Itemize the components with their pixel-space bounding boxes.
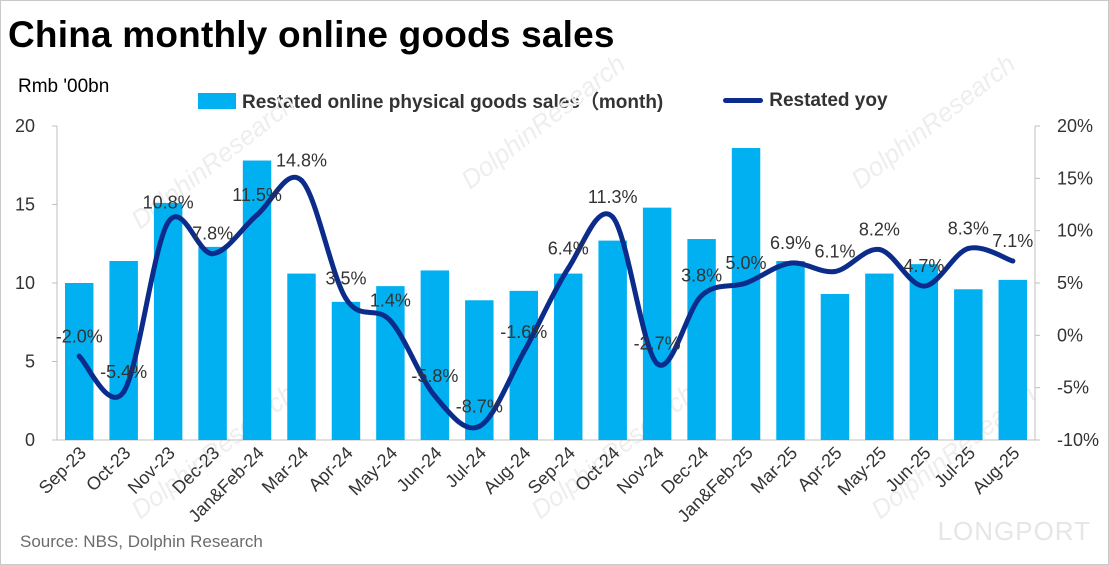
x-tick-label: May-24 (345, 443, 402, 500)
yoy-data-label: -5.4% (100, 362, 147, 382)
legend: Restated online physical goods sales（mon… (198, 87, 948, 114)
yoy-point (876, 247, 882, 253)
yoy-data-label: 11.5% (232, 185, 282, 205)
y-left-tick-label: 0 (25, 430, 35, 450)
yoy-point (699, 293, 705, 299)
yoy-point (165, 219, 171, 225)
yoy-data-label: 6.4% (548, 238, 589, 258)
yoy-point (121, 389, 127, 395)
yoy-data-label: -5.8% (411, 366, 458, 386)
yoy-point (387, 318, 393, 324)
bar (331, 301, 361, 440)
bar (776, 261, 805, 440)
bar (998, 279, 1027, 440)
yoy-point (788, 260, 793, 266)
x-tick-label: Sep-23 (35, 443, 90, 498)
y-left-tick-label: 5 (25, 352, 35, 372)
bar (554, 273, 583, 440)
x-tick-label: Mar-25 (747, 443, 801, 497)
y-right-tick-label: 5% (1057, 273, 1083, 293)
yoy-data-label: 11.3% (588, 187, 638, 207)
legend-item-bar: Restated online physical goods sales（mon… (198, 87, 663, 114)
bar (865, 273, 894, 440)
legend-item-line: Restated yoy (723, 89, 888, 112)
yoy-point (565, 265, 571, 271)
yoy-point (432, 393, 438, 399)
bar (909, 264, 939, 440)
y-right-tick-label: -10% (1057, 430, 1099, 450)
y-right-tick-label: -5% (1057, 378, 1089, 398)
yoy-data-label: 8.3% (948, 218, 989, 238)
y-left-tick-label: 20 (15, 116, 35, 136)
yoy-point (965, 245, 971, 251)
left-axis-unit: Rmb '00bn (18, 76, 110, 97)
yoy-data-label: 7.1% (992, 231, 1033, 251)
bar (109, 261, 138, 440)
yoy-data-label: -1.6% (500, 322, 547, 342)
yoy-point (743, 280, 749, 286)
yoy-data-label: 10.8% (143, 192, 194, 212)
watermark-text: DolphinResearch (845, 48, 1021, 194)
bar (198, 246, 227, 440)
yoy-point (1010, 258, 1016, 264)
bar (598, 240, 627, 440)
y-left-tick-label: 10 (15, 273, 35, 293)
yoy-data-label: 7.8% (192, 224, 233, 244)
y-right-tick-label: 10% (1057, 221, 1093, 241)
bar (420, 270, 450, 440)
bar (65, 283, 94, 440)
yoy-point (476, 423, 482, 429)
yoy-data-label: -8.7% (456, 396, 503, 416)
y-right-tick-label: 15% (1057, 168, 1093, 188)
y-left-tick-label: 15 (15, 195, 35, 215)
yoy-data-label: -2.0% (56, 326, 103, 346)
yoy-data-label: 8.2% (859, 220, 900, 240)
bar (509, 290, 538, 440)
bar (687, 239, 716, 440)
bar (954, 289, 983, 440)
bar (820, 293, 850, 440)
yoy-data-label: 3.5% (325, 269, 366, 289)
yoy-point (254, 212, 260, 218)
x-tick-label: Aug-24 (479, 443, 534, 498)
bar (731, 147, 761, 441)
legend-line-label: Restated yoy (769, 89, 888, 111)
legend-bar-swatch (198, 92, 236, 109)
yoy-point (921, 283, 927, 289)
yoy-data-label: 3.8% (681, 266, 722, 286)
source-note: Source: NBS, Dolphin Research (20, 532, 263, 551)
x-tick-label: Mar-24 (258, 443, 312, 497)
x-tick-label: Jun-24 (393, 443, 446, 496)
yoy-point (610, 214, 616, 220)
yoy-data-label: -2.7% (634, 334, 681, 354)
yoy-point (299, 177, 304, 183)
chart-title: China monthly online goods sales (8, 14, 615, 55)
bar (642, 207, 672, 440)
yoy-data-label: 6.1% (814, 241, 855, 261)
bar (287, 273, 316, 440)
watermark-brand: LONGPORT (937, 516, 1091, 546)
yoy-point (832, 268, 838, 274)
yoy-data-label: 5.0% (726, 253, 767, 273)
y-right-tick-label: 20% (1057, 116, 1093, 136)
yoy-data-label: 14.8% (276, 150, 327, 170)
watermark-text: DolphinResearch (125, 88, 301, 234)
yoy-point (210, 251, 216, 257)
yoy-point (654, 361, 660, 367)
yoy-point (76, 353, 82, 359)
watermark-text: DolphinResearch (455, 48, 631, 194)
yoy-point (343, 296, 349, 302)
bar (153, 202, 183, 440)
yoy-data-label: 4.7% (903, 256, 944, 276)
legend-line-swatch (723, 98, 764, 103)
yoy-data-label: 1.4% (370, 291, 411, 311)
yoy-data-label: 6.9% (770, 233, 811, 253)
y-right-tick-label: 0% (1057, 325, 1083, 345)
yoy-point (521, 349, 527, 355)
legend-bar-label: Restated online physical goods sales（mon… (242, 92, 664, 113)
